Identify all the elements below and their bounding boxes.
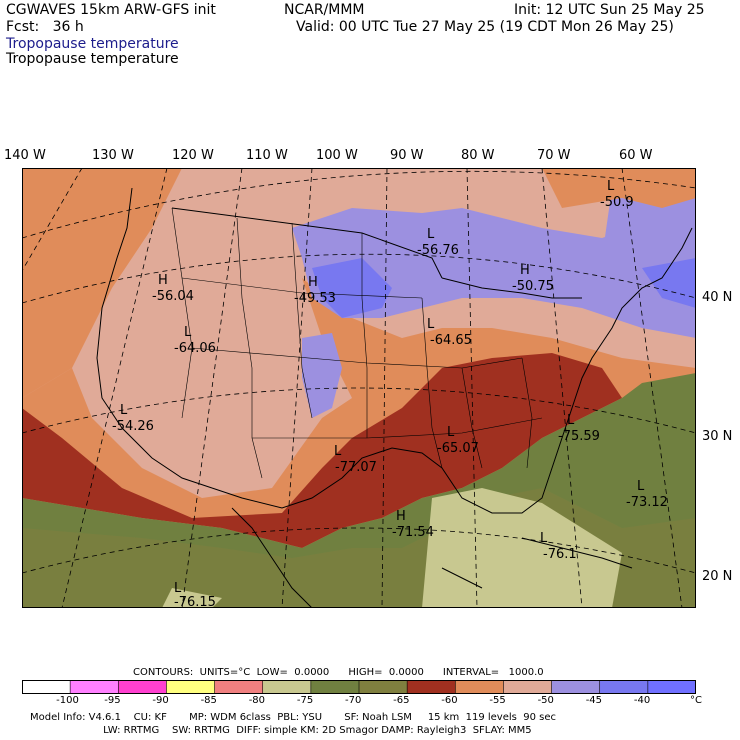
low-label: L -77.07 xyxy=(334,444,377,475)
low-label: L -56.76 xyxy=(417,227,459,258)
coastlines xyxy=(96,187,693,608)
colorbar-tick-label: -65 xyxy=(393,695,410,706)
init-time: Init: 12 UTC Sun 25 May 25 xyxy=(514,2,705,18)
field-title: Tropopause temperature xyxy=(6,51,179,67)
colorbar-tick-label: -50 xyxy=(537,695,554,706)
colorbar-tick-label: -95 xyxy=(104,695,121,706)
colorbar-tick-label: -40 xyxy=(633,695,651,706)
colorbar-tick-label: -70 xyxy=(345,695,362,706)
colorbar-cell xyxy=(503,680,553,694)
field-band xyxy=(292,208,696,338)
lat-label: 20 N xyxy=(702,569,733,584)
low-label: L -76.1 xyxy=(540,531,577,562)
low-label: L -50.9 xyxy=(600,179,634,210)
field-band xyxy=(302,333,342,418)
colorbar xyxy=(22,680,696,694)
field-band xyxy=(422,488,622,608)
low-label: L -76.15 xyxy=(174,581,216,608)
field-band xyxy=(312,258,392,318)
field-band xyxy=(642,258,696,308)
high-label: H -71.54 xyxy=(392,509,434,540)
high-label: H -56.04 xyxy=(152,273,194,304)
colorbar-unit: °C xyxy=(690,695,702,706)
contour-info: CONTOURS: UNITS=°C LOW= 0.0000 HIGH= 0.0… xyxy=(133,667,544,678)
colorbar-tick-label: -100 xyxy=(56,695,79,706)
high-label: H -49.53 xyxy=(294,275,336,306)
lon-label: 120 W xyxy=(172,148,214,163)
field-band xyxy=(22,353,622,548)
forecast-hour: Fcst: 36 h xyxy=(6,19,84,35)
colorbar-cell xyxy=(117,680,168,694)
colorbar-tick-label: -45 xyxy=(585,695,603,706)
colorbar-cell xyxy=(262,680,312,694)
low-label: L -75.59 xyxy=(558,413,600,444)
field-band xyxy=(542,168,696,208)
lon-label: 80 W xyxy=(461,148,495,163)
lon-label: 60 W xyxy=(619,148,653,163)
lon-label: 130 W xyxy=(92,148,134,163)
colorbar-cell xyxy=(551,680,601,694)
lat-label: 30 N xyxy=(702,429,733,444)
organization-label: NCAR/MMM xyxy=(284,2,365,18)
lon-label: 100 W xyxy=(316,148,358,163)
colorbar-cell xyxy=(166,680,216,694)
colorbar-cell xyxy=(214,680,264,694)
low-label: L -65.07 xyxy=(437,425,479,456)
colorbar-tick-label: -60 xyxy=(441,695,458,706)
physics-info: LW: RRTMG SW: RRTMG DIFF: simple KM: 2D … xyxy=(30,725,532,736)
colorbar-cell xyxy=(454,680,505,694)
high-label: H -50.75 xyxy=(512,263,554,294)
colorbar-tick-label: -90 xyxy=(152,695,169,706)
valid-time: Valid: 00 UTC Tue 27 May 25 (19 CDT Mon … xyxy=(296,19,674,35)
low-label: L -73.12 xyxy=(626,479,668,510)
low-label: L -64.65 xyxy=(427,317,472,348)
lon-label: 90 W xyxy=(390,148,424,163)
colorbar-tick-label: -55 xyxy=(489,695,506,706)
colorbar-tick-label: -75 xyxy=(296,695,314,706)
model-info: Model Info: V4.6.1 CU: KF MP: WDM 6class… xyxy=(30,712,556,723)
colorbar-cell xyxy=(69,680,120,694)
state-borders xyxy=(171,207,543,479)
colorbar-tick-label: -85 xyxy=(200,695,217,706)
colorbar-cell xyxy=(406,680,457,694)
model-title: CGWAVES 15km ARW-GFS init xyxy=(6,2,216,18)
tropopause-temperature-map: L -50.9 L -56.76 H -56.04 H -49.53 H -50.75 L… xyxy=(22,168,696,608)
field-title-blue: Tropopause temperature xyxy=(6,36,179,52)
low-label: L -64.06 xyxy=(174,325,216,356)
low-label: L -54.26 xyxy=(112,403,154,434)
colorbar-cell xyxy=(22,680,71,694)
lon-label: 70 W xyxy=(537,148,571,163)
colorbar-cell xyxy=(310,680,360,694)
colorbar-cell xyxy=(358,680,408,694)
colorbar-tick-label: -80 xyxy=(248,695,266,706)
map-frame xyxy=(22,168,696,608)
lon-label: 110 W xyxy=(246,148,288,163)
lat-label: 40 N xyxy=(702,290,733,305)
field-band xyxy=(162,588,222,608)
colorbar-cell xyxy=(647,680,696,694)
colorbar-ticks: -100 -95 -90 -85 -80 -75 -70 -65 -60 -55 -50 -45 -40… xyxy=(22,695,702,707)
lon-label: 140 W xyxy=(4,148,46,163)
colorbar-cell xyxy=(599,680,649,694)
